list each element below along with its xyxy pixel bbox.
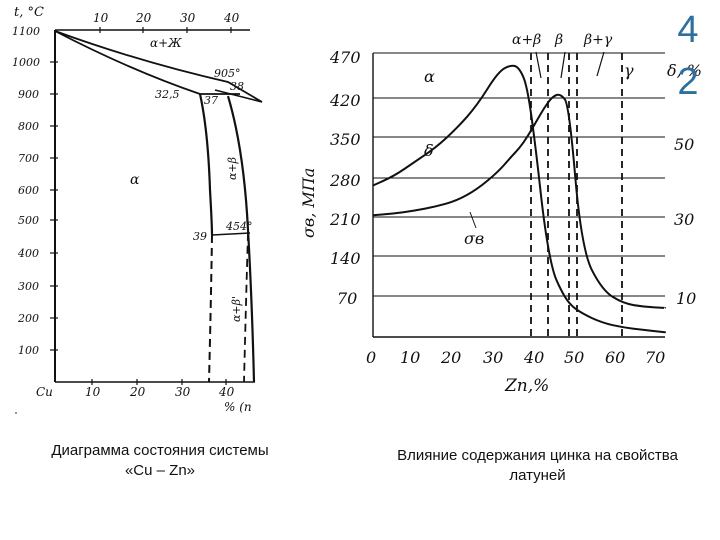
label-alpha-beta: α+β (226, 157, 239, 180)
phase-y-tick: 300 (18, 280, 39, 293)
region-label-alpha: α (424, 67, 435, 86)
phase-diagram-y-ticks (50, 61, 58, 351)
label-c39: 39 (193, 230, 207, 243)
properties-chart-caption-line-1: Влияние содержания цинка на свойства (397, 447, 678, 464)
phase-x-tick-top: 20 (135, 11, 152, 25)
slide-number-top: 4 (677, 9, 699, 51)
y-left-tick: 70 (337, 289, 357, 308)
phase-y-tick: 100 (18, 344, 39, 357)
phase-diagram-caption-line-2: «Cu – Zn» (124, 462, 196, 479)
properties-chart-caption: Влияние содержания цинка на свойства лат… (360, 446, 715, 486)
label-t905: 905° (214, 67, 241, 80)
phase-diagram-caption: Диаграмма состояния системы «Cu – Zn» (10, 441, 310, 481)
x-axis-label: Zn,% (504, 376, 549, 396)
phase-diagram-labels: t, °C 1100 1000 900 800 700 600 500 400 … (12, 5, 253, 414)
label-c38: 38 (230, 80, 244, 93)
phase-diagram-caption-line-1: Диаграмма состояния системы (51, 442, 269, 459)
region-label-gamma: γ (624, 61, 634, 80)
phase-label-alpha-beta: α+β (512, 32, 541, 48)
beta-boundary (226, 95, 256, 383)
y-right-tick: 10 (676, 289, 696, 308)
phase-x-tick-top: 40 (223, 11, 240, 25)
x-tick: 30 (483, 348, 503, 367)
x-tick: 50 (564, 348, 584, 367)
phase-label-beta-gamma: β+γ (583, 32, 613, 48)
properties-chart (372, 51, 667, 338)
phase-x-tick-bottom: 40 (218, 385, 235, 399)
phase-x-tick-top: 10 (93, 11, 109, 25)
phase-x-tick-top: 30 (180, 11, 196, 25)
series-delta-line (372, 64, 667, 334)
ordering-line (211, 232, 251, 236)
label-c325: 32,5 (155, 88, 180, 101)
alpha-dashed-boundary (208, 234, 213, 383)
y-right-tick: 30 (674, 210, 694, 229)
y-right-axis-label: δ, % (667, 61, 702, 80)
solidus-line (54, 30, 201, 95)
phase-y-tick: 900 (18, 88, 39, 101)
beta-prime-dashed (243, 232, 249, 383)
x-tick: 20 (440, 348, 461, 367)
x-tick: 10 (400, 348, 420, 367)
phase-y-axis-label: t, °C (14, 5, 44, 20)
y-left-tick: 210 (329, 210, 361, 229)
label-c37: 37 (204, 94, 218, 107)
scan-dot (15, 412, 17, 414)
phase-x-tick-bottom: 20 (129, 385, 146, 399)
label-t454: 454° (225, 220, 253, 233)
label-alpha-beta-prime: α+β' (230, 296, 243, 322)
phase-y-tick: 700 (18, 152, 39, 165)
alpha-boundary (198, 93, 214, 236)
phase-x-origin-label: Cu (36, 385, 53, 399)
curve-label-sigma: σв (464, 229, 484, 248)
phase-y-tick: 800 (18, 120, 39, 133)
curve-label-delta: δ (424, 141, 434, 160)
y-left-tick: 280 (329, 171, 361, 190)
sigma-label-leader (469, 211, 477, 229)
y-left-tick: 470 (329, 48, 361, 67)
liquidus-line (54, 30, 263, 103)
properties-chart-caption-line-2: латуней (509, 467, 566, 484)
properties-chart-labels: 470 420 350 280 210 140 70 σв, МПа 50 30… (299, 32, 702, 396)
phase-y-tick: 600 (18, 184, 39, 197)
phase-label-beta: β (554, 32, 563, 48)
phase-x-tick-bottom: 30 (175, 385, 191, 399)
phase-y-tick: 1100 (12, 25, 40, 38)
phase-x-tick-bottom: 10 (85, 385, 101, 399)
peritectic-line-ext (214, 89, 263, 103)
x-tick: 0 (366, 348, 376, 367)
y-left-tick: 420 (329, 91, 361, 110)
y-right-tick: 50 (674, 135, 694, 154)
y-left-axis-label: σв, МПа (299, 168, 318, 238)
label-alpha-liquid: α+Ж (150, 36, 182, 50)
phase-y-tick: 500 (18, 214, 39, 227)
slide-number-bottom: 2 (677, 61, 699, 103)
phase-y-tick: 200 (17, 312, 39, 325)
x-tick: 60 (605, 348, 625, 367)
y-left-tick: 350 (330, 130, 361, 149)
phase-y-tick: 1000 (12, 56, 40, 69)
phase-diagram (15, 27, 263, 414)
x-tick: 70 (645, 348, 665, 367)
x-tick: 40 (523, 348, 544, 367)
phase-label-arrows (535, 51, 605, 79)
phase-y-tick: 400 (17, 247, 39, 260)
phase-diagram-x-ticks-top (99, 27, 232, 33)
phase-x-axis-label: % (n (224, 400, 252, 414)
y-left-tick: 140 (330, 249, 361, 268)
label-alpha: α (130, 172, 140, 188)
series-sigma-line (372, 93, 667, 309)
phase-diagram-x-ticks-bottom (91, 379, 227, 385)
chart-gridlines (373, 52, 665, 297)
